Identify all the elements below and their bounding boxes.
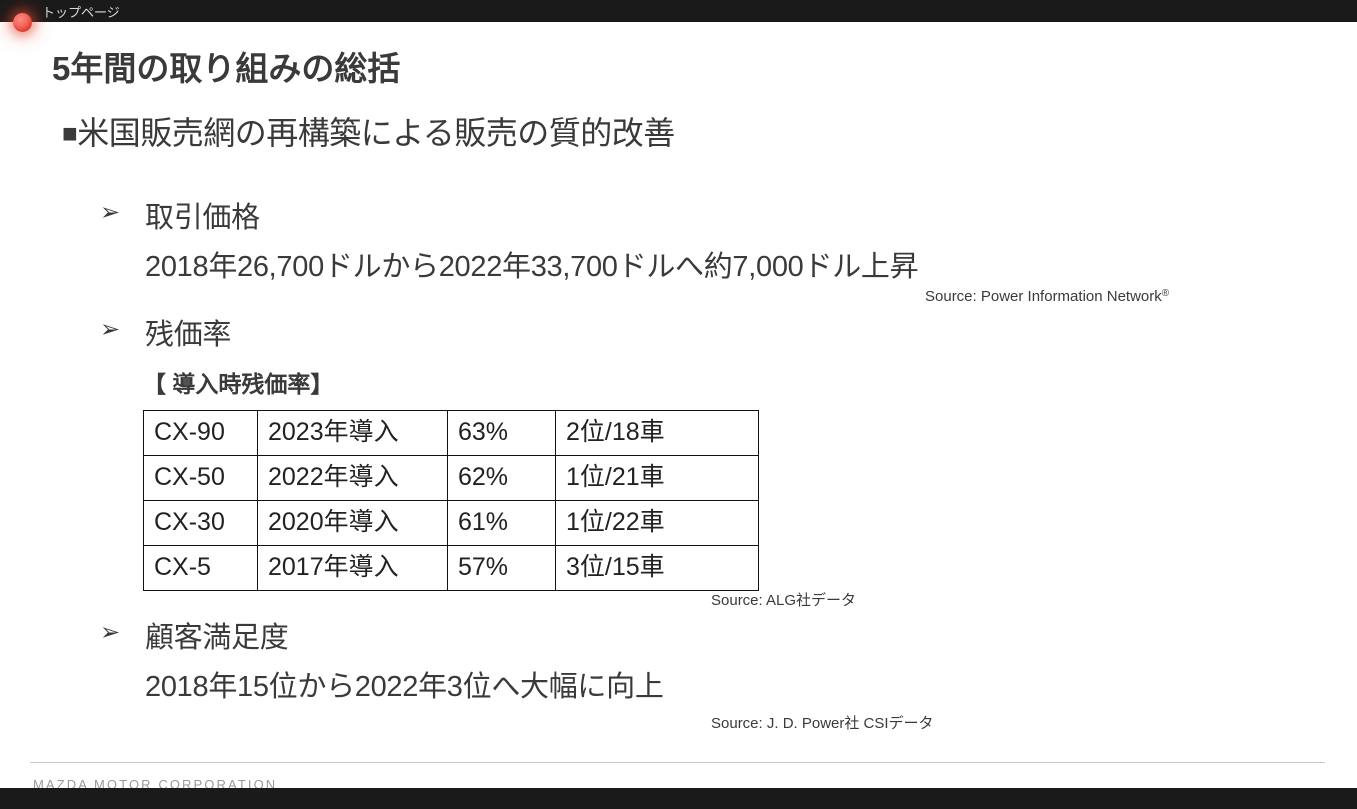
- square-bullet-icon: ■: [62, 118, 78, 148]
- level1-bullet: ■米国販売網の再構築による販売の質的改善: [62, 108, 675, 154]
- cell-rate: 61%: [447, 500, 556, 546]
- window-bottom-bar: [0, 788, 1357, 809]
- arrow-bullet-icon: ➢: [100, 199, 120, 226]
- cell-rate: 63%: [447, 410, 556, 456]
- table-row: CX-90 2023年導入 63% 2位/18車: [143, 410, 759, 456]
- bullet-heading: 取引価格: [145, 202, 260, 234]
- bullet-detail: 2018年26,700ドルから2022年33,700ドルへ約7,000ドル上昇: [145, 251, 919, 283]
- source-jd-power: Source: J. D. Power社 CSIデータ: [711, 715, 934, 732]
- bullet-body: 取引価格 2018年26,700ドルから2022年33,700ドルへ約7,000…: [145, 194, 919, 285]
- cell-launch: 2017年導入: [257, 545, 448, 591]
- registered-trademark-icon: ®: [1161, 288, 1170, 299]
- residual-value-table: CX-90 2023年導入 63% 2位/18車 CX-50 2022年導入 6…: [143, 410, 759, 591]
- table-caption: 【 導入時残価率】: [143, 371, 334, 397]
- cell-launch: 2022年導入: [257, 455, 448, 501]
- table-row: CX-30 2020年導入 61% 1位/22車: [143, 500, 759, 546]
- cell-launch: 2023年導入: [257, 410, 448, 456]
- cell-rate: 62%: [447, 455, 556, 501]
- cell-model: CX-5: [143, 545, 258, 591]
- window-top-bar: トップページ: [0, 0, 1357, 22]
- source-alg: Source: ALG社データ: [711, 592, 857, 609]
- cell-rate: 57%: [447, 545, 556, 591]
- cell-rank: 1位/22車: [555, 500, 759, 546]
- slide-canvas: 5年間の取り組みの総括 ■米国販売網の再構築による販売の質的改善 ➢ 取引価格 …: [0, 22, 1357, 792]
- footer-divider: [30, 762, 1325, 763]
- cell-model: CX-50: [143, 455, 258, 501]
- cell-launch: 2020年導入: [257, 500, 448, 546]
- top-bar-label: トップページ: [42, 5, 120, 20]
- cell-rank: 2位/18車: [555, 410, 759, 456]
- level1-bullet-label: 米国販売網の再構築による販売の質的改善: [77, 115, 675, 151]
- cell-rank: 1位/21車: [555, 455, 759, 501]
- bullet-customer-satisfaction: ➢ 顧客満足度 2018年15位から2022年3位へ大幅に向上: [100, 614, 664, 705]
- arrow-bullet-icon: ➢: [100, 316, 120, 343]
- bullet-residual-value: ➢ 残価率: [100, 311, 231, 353]
- bullet-body: 顧客満足度 2018年15位から2022年3位へ大幅に向上: [145, 614, 664, 705]
- source-label: Source: Power Information Network: [925, 288, 1162, 305]
- cell-model: CX-30: [143, 500, 258, 546]
- cell-rank: 3位/15車: [555, 545, 759, 591]
- cell-model: CX-90: [143, 410, 258, 456]
- recording-dot-icon: [13, 13, 32, 32]
- table-row: CX-50 2022年導入 62% 1位/21車: [143, 455, 759, 501]
- bullet-body: 残価率: [145, 311, 231, 353]
- bullet-transaction-price: ➢ 取引価格 2018年26,700ドルから2022年33,700ドルへ約7,0…: [100, 194, 919, 285]
- bullet-heading: 残価率: [145, 319, 232, 351]
- table-row: CX-5 2017年導入 57% 3位/15車: [143, 545, 759, 591]
- source-power-information-network: Source: Power Information Network®: [925, 288, 1169, 305]
- page-title: 5年間の取り組みの総括: [52, 50, 401, 87]
- bullet-detail: 2018年15位から2022年3位へ大幅に向上: [145, 671, 664, 703]
- bullet-heading: 顧客満足度: [145, 622, 289, 654]
- arrow-bullet-icon: ➢: [100, 619, 120, 646]
